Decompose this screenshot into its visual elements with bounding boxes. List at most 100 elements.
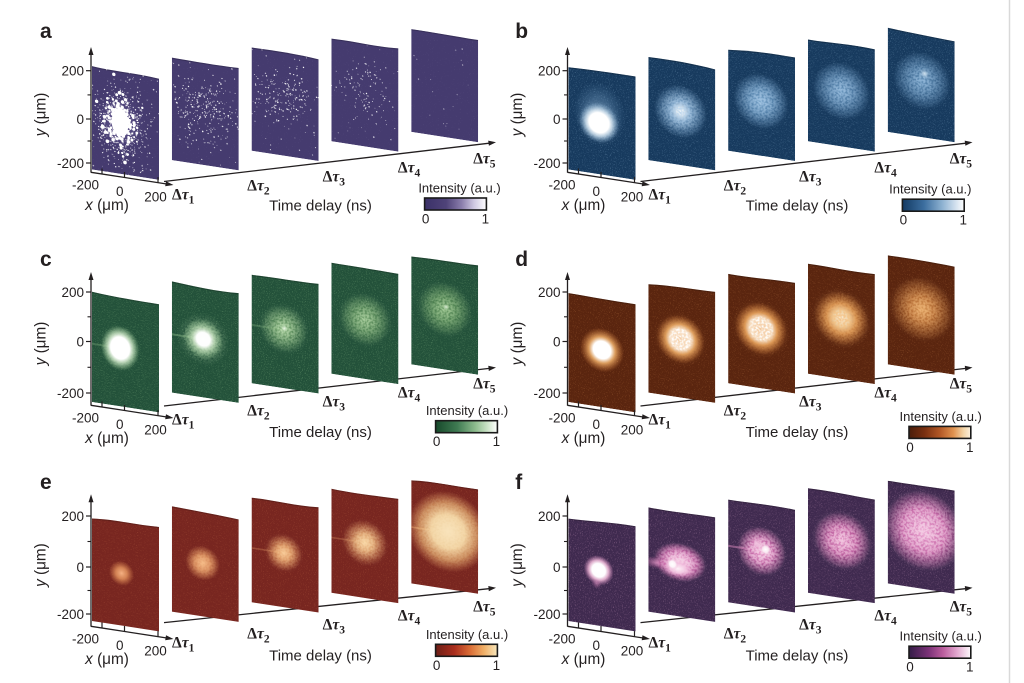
svg-text:200: 200 xyxy=(61,64,84,79)
svg-text:x (μm): x (μm) xyxy=(84,651,129,668)
svg-text:-200: -200 xyxy=(548,177,575,192)
svg-text:Δτ2: Δτ2 xyxy=(247,403,270,423)
svg-text:e: e xyxy=(40,471,52,494)
svg-text:Δτ4: Δτ4 xyxy=(874,160,897,180)
svg-text:200: 200 xyxy=(621,643,644,658)
svg-text:Intensity (a.u.): Intensity (a.u.) xyxy=(426,627,508,642)
svg-text:x (μm): x (μm) xyxy=(561,197,606,214)
svg-text:200: 200 xyxy=(144,422,167,437)
svg-text:Time delay (ns): Time delay (ns) xyxy=(746,424,849,441)
svg-text:Time delay (ns): Time delay (ns) xyxy=(746,198,849,215)
svg-text:200: 200 xyxy=(61,285,84,300)
svg-text:0: 0 xyxy=(593,417,601,432)
svg-text:Δτ1: Δτ1 xyxy=(172,412,195,432)
svg-text:d: d xyxy=(515,248,528,271)
svg-text:x (μm): x (μm) xyxy=(561,651,606,668)
svg-text:0: 0 xyxy=(906,660,914,675)
svg-text:1: 1 xyxy=(966,660,974,675)
svg-text:-200: -200 xyxy=(548,410,575,425)
svg-text:1: 1 xyxy=(493,658,501,673)
svg-text:0: 0 xyxy=(76,560,84,575)
svg-text:0: 0 xyxy=(116,184,124,199)
svg-text:b: b xyxy=(515,20,528,43)
svg-text:Δτ2: Δτ2 xyxy=(247,626,270,646)
svg-text:y (μm): y (μm) xyxy=(33,322,50,367)
svg-text:0: 0 xyxy=(76,334,84,349)
svg-text:Δτ5: Δτ5 xyxy=(473,599,496,619)
svg-text:f: f xyxy=(515,471,523,494)
svg-text:y (μm): y (μm) xyxy=(33,93,50,138)
svg-text:200: 200 xyxy=(621,422,644,437)
svg-text:Intensity (a.u.): Intensity (a.u.) xyxy=(900,409,982,424)
svg-text:Δτ5: Δτ5 xyxy=(950,599,973,619)
svg-text:Δτ5: Δτ5 xyxy=(473,376,496,396)
svg-text:0: 0 xyxy=(116,417,124,432)
svg-text:0: 0 xyxy=(76,112,84,127)
svg-text:Δτ3: Δτ3 xyxy=(323,617,346,637)
svg-text:Time delay (ns): Time delay (ns) xyxy=(269,198,372,215)
svg-text:-200: -200 xyxy=(533,386,560,401)
svg-text:0: 0 xyxy=(553,112,561,127)
svg-text:0: 0 xyxy=(553,334,561,349)
svg-text:Δτ4: Δτ4 xyxy=(874,608,897,628)
svg-text:Δτ5: Δτ5 xyxy=(950,376,973,396)
svg-text:200: 200 xyxy=(621,189,644,204)
svg-text:0: 0 xyxy=(433,434,441,449)
svg-text:200: 200 xyxy=(538,285,561,300)
svg-text:0: 0 xyxy=(433,658,441,673)
svg-text:Time delay (ns): Time delay (ns) xyxy=(746,648,849,665)
svg-text:Δτ1: Δτ1 xyxy=(172,635,195,655)
svg-text:x (μm): x (μm) xyxy=(84,430,129,447)
svg-text:y (μm): y (μm) xyxy=(509,322,526,367)
svg-text:200: 200 xyxy=(61,509,84,524)
svg-text:Δτ4: Δτ4 xyxy=(874,385,897,405)
svg-text:1: 1 xyxy=(482,212,490,227)
svg-text:-200: -200 xyxy=(72,410,99,425)
svg-text:Δτ1: Δτ1 xyxy=(649,187,672,207)
svg-text:200: 200 xyxy=(144,643,167,658)
svg-text:-200: -200 xyxy=(533,607,560,622)
svg-text:y (μm): y (μm) xyxy=(33,543,50,588)
svg-text:Δτ4: Δτ4 xyxy=(398,160,421,180)
svg-text:Δτ5: Δτ5 xyxy=(950,151,973,171)
svg-text:-200: -200 xyxy=(57,156,84,171)
svg-text:y (μm): y (μm) xyxy=(509,93,526,138)
svg-text:x (μm): x (μm) xyxy=(84,197,129,214)
svg-text:Δτ2: Δτ2 xyxy=(724,403,747,423)
svg-text:0: 0 xyxy=(906,440,914,455)
svg-text:Δτ4: Δτ4 xyxy=(398,608,421,628)
svg-text:-200: -200 xyxy=(57,607,84,622)
svg-text:Time delay (ns): Time delay (ns) xyxy=(269,424,372,441)
svg-text:c: c xyxy=(40,248,52,271)
svg-text:0: 0 xyxy=(900,213,908,228)
svg-text:0: 0 xyxy=(422,212,430,227)
svg-text:200: 200 xyxy=(538,509,561,524)
svg-text:-200: -200 xyxy=(57,386,84,401)
svg-text:Δτ2: Δτ2 xyxy=(724,178,747,198)
svg-text:Δτ3: Δτ3 xyxy=(323,169,346,189)
svg-text:x (μm): x (μm) xyxy=(561,430,606,447)
svg-text:Δτ4: Δτ4 xyxy=(398,385,421,405)
svg-text:1: 1 xyxy=(966,440,974,455)
svg-text:Intensity (a.u.): Intensity (a.u.) xyxy=(900,629,982,644)
svg-text:Δτ3: Δτ3 xyxy=(323,394,346,414)
svg-text:0: 0 xyxy=(553,560,561,575)
svg-text:y (μm): y (μm) xyxy=(509,543,526,588)
svg-text:Intensity (a.u.): Intensity (a.u.) xyxy=(889,182,971,197)
svg-text:0: 0 xyxy=(593,184,601,199)
svg-text:Intensity (a.u.): Intensity (a.u.) xyxy=(426,403,508,418)
svg-text:1: 1 xyxy=(959,213,967,228)
svg-text:0: 0 xyxy=(593,638,601,653)
svg-text:Δτ2: Δτ2 xyxy=(724,626,747,646)
svg-text:200: 200 xyxy=(144,189,167,204)
svg-text:1: 1 xyxy=(493,434,501,449)
svg-text:Δτ3: Δτ3 xyxy=(799,169,822,189)
svg-text:-200: -200 xyxy=(72,631,99,646)
svg-text:Δτ3: Δτ3 xyxy=(799,617,822,637)
svg-text:Time delay (ns): Time delay (ns) xyxy=(269,648,372,665)
svg-text:Δτ3: Δτ3 xyxy=(799,394,822,414)
svg-text:Δτ1: Δτ1 xyxy=(649,412,672,432)
svg-text:Δτ5: Δτ5 xyxy=(473,151,496,171)
svg-text:200: 200 xyxy=(538,64,561,79)
svg-text:-200: -200 xyxy=(533,156,560,171)
